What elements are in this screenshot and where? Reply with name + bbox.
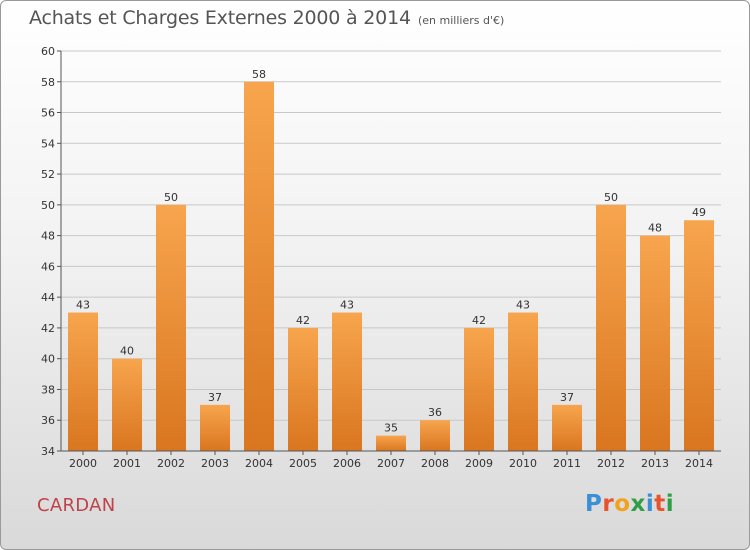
- y-tick-label: 56: [41, 107, 55, 120]
- bar-2010: [508, 312, 538, 451]
- commune-name: CARDAN: [37, 495, 116, 516]
- bar-2011: [552, 404, 582, 451]
- y-tick-label: 44: [41, 291, 55, 304]
- x-tick-label-2000: 2000: [69, 457, 97, 470]
- y-tick-label: 50: [41, 199, 55, 212]
- bar-2013: [640, 235, 670, 451]
- y-tick-label: 58: [41, 76, 55, 89]
- value-label-2004: 58: [252, 68, 266, 81]
- bar-2002: [156, 204, 186, 451]
- value-label-2010: 43: [516, 299, 530, 312]
- y-tick-label: 60: [41, 45, 55, 58]
- value-label-2006: 43: [340, 299, 354, 312]
- value-label-2012: 50: [604, 191, 618, 204]
- x-tick-label-2012: 2012: [597, 457, 625, 470]
- bar-2001: [112, 358, 142, 451]
- x-tick-label-2014: 2014: [685, 457, 713, 470]
- proxiti-logo: Proxiti: [585, 491, 674, 517]
- bar-2012: [596, 204, 626, 451]
- logo-letter: t: [654, 491, 666, 517]
- unit-note: (en milliers d'€): [418, 14, 505, 27]
- x-tick-label-2010: 2010: [509, 457, 537, 470]
- value-label-2011: 37: [560, 391, 574, 404]
- bar-2005: [288, 327, 318, 451]
- logo-letter: i: [665, 491, 675, 517]
- chart-title: Achats et Charges Externes 2000 à 2014: [29, 7, 411, 29]
- axes: 34 36 38 40 42 44 46 48 50 52 54 56 58 60 2000 2001 2002…: [41, 45, 721, 470]
- logo-letter: o: [614, 491, 631, 517]
- x-tick-label-2011: 2011: [553, 457, 581, 470]
- x-tick-label-2001: 2001: [113, 457, 141, 470]
- y-tick-label: 38: [41, 383, 55, 396]
- y-tick-label: 42: [41, 322, 55, 335]
- value-label-2003: 37: [208, 391, 222, 404]
- y-tick-label: 46: [41, 260, 55, 273]
- x-tick-label-2005: 2005: [289, 457, 317, 470]
- value-label-2008: 36: [428, 406, 442, 419]
- x-tick-label-2002: 2002: [157, 457, 185, 470]
- value-label-2005: 42: [296, 314, 310, 327]
- value-labels: 43 40 50 37 58 42 43 35 36 42 43 37 50 48 49: [76, 68, 706, 435]
- bars: [68, 81, 714, 452]
- x-tick-label-2006: 2006: [333, 457, 361, 470]
- x-tick-label-2003: 2003: [201, 457, 229, 470]
- y-tick-label: 54: [41, 137, 55, 150]
- y-tick-label: 40: [41, 353, 55, 366]
- x-tick-label-2004: 2004: [245, 457, 273, 470]
- value-label-2013: 48: [648, 222, 662, 235]
- value-label-2002: 50: [164, 191, 178, 204]
- logo-letter: P: [585, 491, 603, 517]
- y-tick-label: 34: [41, 445, 55, 458]
- bar-2004: [244, 81, 274, 452]
- bar-2009: [464, 327, 494, 451]
- bar-2008: [420, 420, 450, 451]
- value-label-2007: 35: [384, 422, 398, 435]
- bar-2006: [332, 312, 362, 451]
- value-label-2009: 42: [472, 314, 486, 327]
- x-tick-label-2007: 2007: [377, 457, 405, 470]
- logo-letter: i: [645, 491, 655, 517]
- value-label-2001: 40: [120, 345, 134, 358]
- y-tick-label: 52: [41, 168, 55, 181]
- bar-2003: [200, 404, 230, 451]
- x-tick-label-2008: 2008: [421, 457, 449, 470]
- bar-2000: [68, 312, 98, 451]
- y-tick-label: 48: [41, 230, 55, 243]
- logo-letter: r: [602, 491, 615, 517]
- x-tick-label-2009: 2009: [465, 457, 493, 470]
- value-label-2000: 43: [76, 299, 90, 312]
- logo-letter: x: [630, 491, 646, 517]
- y-tick-label: 36: [41, 414, 55, 427]
- x-tick-label-2013: 2013: [641, 457, 669, 470]
- value-label-2014: 49: [692, 206, 706, 219]
- bar-2014: [684, 220, 714, 451]
- bar-2007: [376, 435, 406, 451]
